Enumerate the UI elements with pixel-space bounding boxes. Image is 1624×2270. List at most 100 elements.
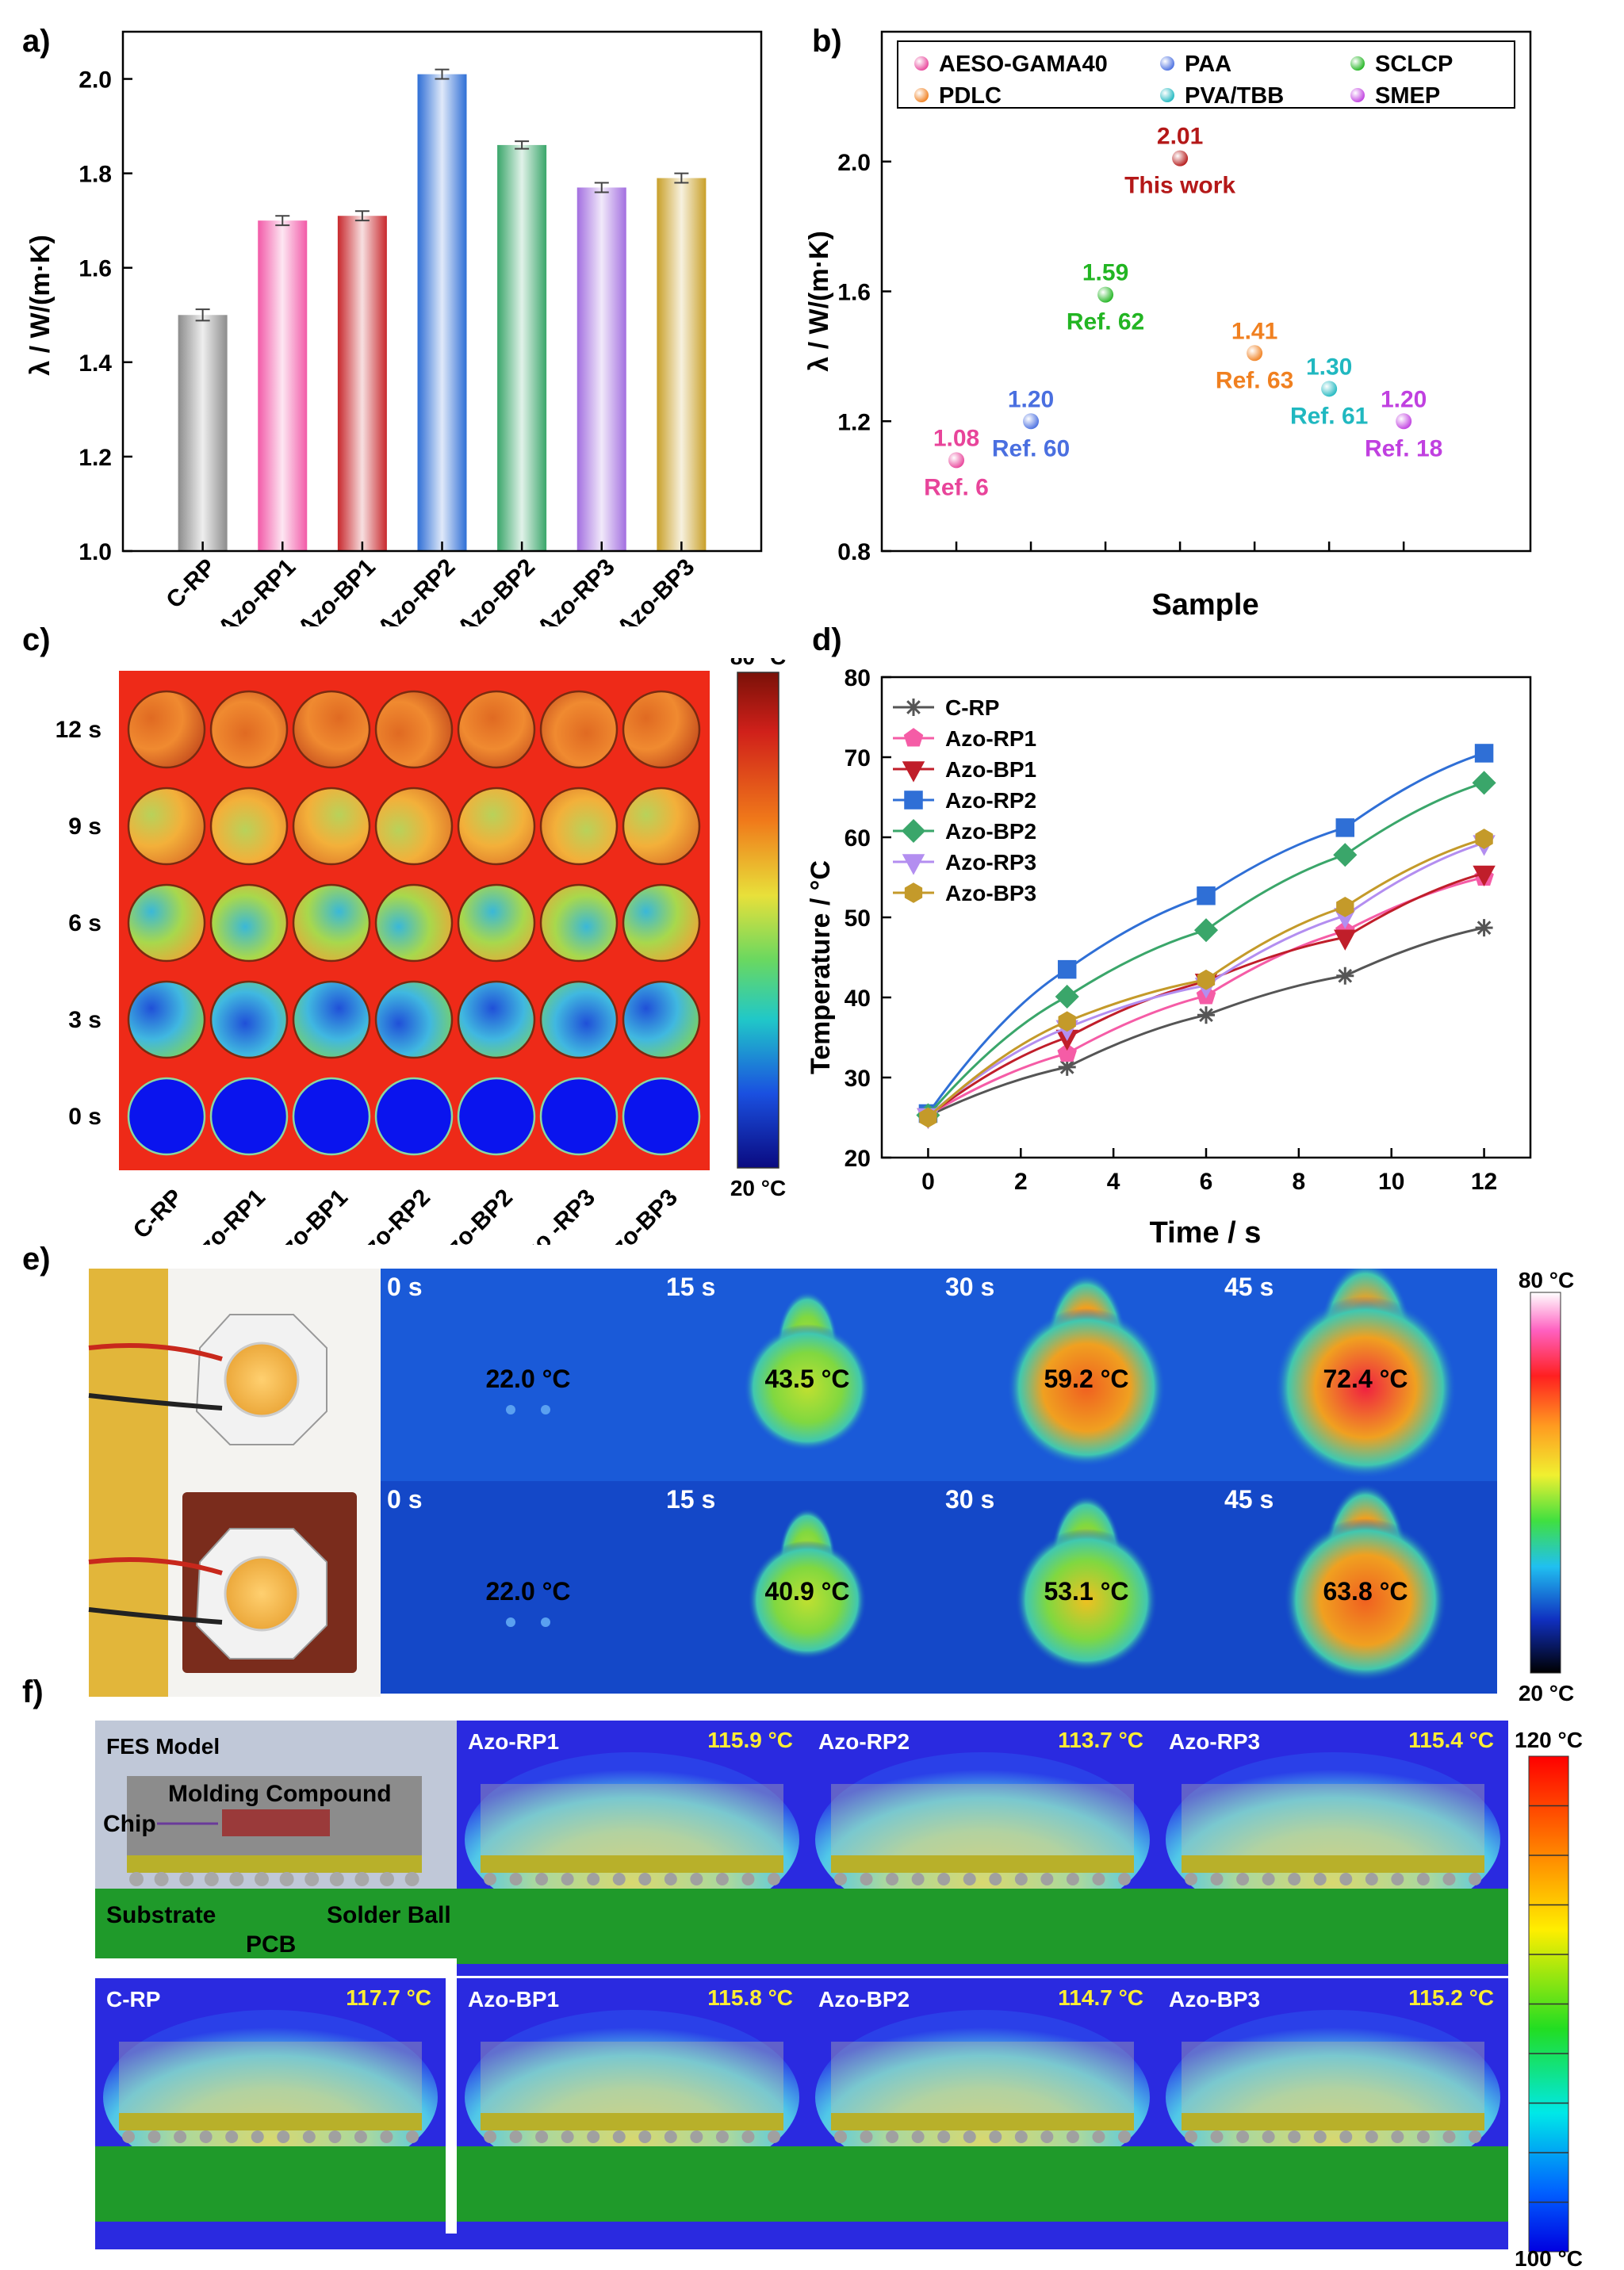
data-marker [901, 818, 926, 844]
model-label-solder: Solder Ball [327, 1902, 451, 1928]
data-marker [1197, 969, 1216, 990]
scale-max-label: 80 °C [730, 658, 786, 669]
data-label-value: 1.08 [933, 425, 979, 451]
solder-ball [1391, 2130, 1404, 2143]
solder-ball [1442, 2130, 1456, 2143]
solder-ball [715, 1873, 729, 1885]
data-marker [902, 761, 925, 783]
simulation-cell: Azo-BP3 115.2 °C [1158, 1978, 1508, 2234]
thermal-disc [622, 787, 701, 866]
data-point [1172, 150, 1189, 167]
data-marker [1334, 929, 1357, 951]
solder-ball [1066, 2130, 1079, 2143]
solder-ball [1313, 1873, 1327, 1885]
cell-sample-label: C-RP [106, 1987, 160, 2012]
data-label-value: 1.20 [1381, 386, 1427, 412]
substrate [481, 2113, 783, 2130]
thermal-disc [539, 690, 619, 769]
solder-ball [1092, 1873, 1105, 1885]
temperature-field [815, 2010, 1150, 2184]
line-chart-temperature: 20 30 40 50 60 70 80 0 2 4 6 8 10 12 C-RP Azo-RP1 Azo-B… [806, 665, 1532, 1250]
solder-ball [302, 2130, 316, 2143]
solder-ball [587, 1873, 600, 1885]
solder-ball [509, 1873, 523, 1885]
thermal-disc [209, 883, 289, 963]
x-tick-label: Azo-BP1 [293, 554, 381, 626]
solder-ball [406, 2130, 419, 2143]
solder-ball [1014, 2130, 1028, 2143]
thermal-disc [209, 980, 289, 1059]
simulation-cell: Azo-RP3 115.4 °C [1158, 1721, 1508, 1976]
solder-ball [277, 2130, 290, 2143]
solder-ball [1339, 2130, 1353, 2143]
pcb [1158, 2146, 1508, 2222]
molding-compound [481, 2042, 783, 2121]
frame-time-label: 45 s [1224, 1485, 1274, 1514]
thermal-disc [457, 690, 536, 769]
cell-max-temperature: 115.4 °C [1408, 1728, 1494, 1752]
solder-ball [1288, 1873, 1301, 1885]
solder-ball [690, 1873, 703, 1885]
bar-azo-rp2 [417, 74, 467, 551]
temperature-field [465, 2010, 799, 2184]
data-marker [905, 699, 922, 716]
data-label-value: 1.59 [1082, 260, 1128, 286]
solder-ball [1066, 1873, 1079, 1885]
column-sample-label: Azo -RP3 [508, 1185, 599, 1245]
marker-stroke [1477, 921, 1492, 935]
data-marker [1197, 1006, 1215, 1024]
legend-marker [1160, 56, 1174, 71]
led-chip [224, 1342, 300, 1418]
y-tick-label: 60 [845, 825, 871, 852]
heat-spot [1284, 1518, 1447, 1682]
thermal-frame [381, 1269, 660, 1481]
temperature-field [465, 1752, 799, 1927]
solder-ball [509, 2130, 523, 2143]
model-label-pcb: PCB [246, 1931, 296, 1958]
panel-letter-e: e) [22, 1242, 51, 1277]
legend-marker [914, 56, 929, 71]
thermal-disc [539, 1077, 619, 1156]
y-tick-label: 70 [845, 745, 871, 771]
solder-ball [1040, 1873, 1054, 1885]
legend-box [897, 40, 1515, 109]
bar-azo-bp1 [337, 216, 387, 551]
cell-sample-label: Azo-RP1 [468, 1729, 559, 1754]
data-marker [1197, 886, 1216, 905]
y-tick-label: 1.0 [79, 539, 112, 565]
bottom-strip [95, 2234, 1508, 2249]
simulation-cell: Azo-BP2 114.7 °C [807, 1978, 1158, 2234]
pcb [1158, 1889, 1508, 1964]
solder-ball [937, 1873, 951, 1885]
solder-ball [484, 1873, 496, 1885]
model-solder-ball [404, 1872, 419, 1886]
frame-temperature-label: 22.0 °C [485, 1365, 570, 1393]
marker-stroke [906, 700, 921, 714]
solder-ball [937, 2130, 951, 2143]
solder-ball [768, 1873, 780, 1885]
substrate [481, 1855, 783, 1873]
data-marker [1333, 843, 1358, 867]
thermal-disc [209, 787, 289, 866]
thermal-disc [292, 980, 371, 1059]
cell-sample-label: Azo-BP2 [818, 1987, 910, 2012]
x-tick-label: 6 [1200, 1169, 1213, 1195]
marker-stroke [1199, 1008, 1213, 1023]
y-tick-label: 80 [845, 665, 871, 691]
data-label-reference: Ref. 6 [924, 474, 989, 500]
thermal-disc [374, 787, 454, 866]
column-sample-label: Azo-BP2 [430, 1185, 518, 1245]
thermal-disc [539, 787, 619, 866]
frame-temperature-label: 63.8 °C [1323, 1577, 1408, 1606]
thermal-disc [127, 1077, 206, 1156]
solder-ball [561, 1873, 574, 1885]
data-marker [904, 790, 923, 810]
solder-ball [1014, 1873, 1028, 1885]
data-point [1097, 286, 1114, 303]
data-label-reference: Ref. 60 [992, 435, 1070, 461]
cell-sample-label: Azo-RP2 [818, 1729, 910, 1754]
legend-label: C-RP [945, 695, 999, 720]
legend-label: Azo-BP2 [945, 819, 1036, 844]
data-marker [1473, 865, 1496, 887]
solder-ball [1236, 2130, 1250, 2143]
